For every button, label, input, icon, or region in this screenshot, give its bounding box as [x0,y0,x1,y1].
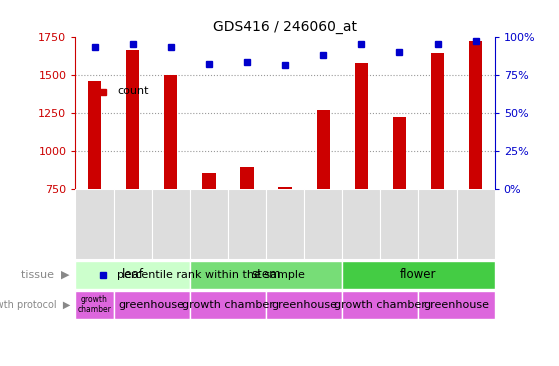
Bar [126,50,139,189]
Text: flower: flower [400,268,437,281]
Bar [88,82,101,189]
Text: growth chamber: growth chamber [182,300,274,310]
Text: greenhouse: greenhouse [424,300,490,310]
Bar [164,75,177,189]
FancyBboxPatch shape [457,189,495,259]
Bar [354,63,368,189]
FancyBboxPatch shape [190,291,266,319]
Text: percentile rank within the sample: percentile rank within the sample [117,269,305,280]
FancyBboxPatch shape [342,261,495,289]
FancyBboxPatch shape [266,291,342,319]
FancyBboxPatch shape [266,189,304,259]
FancyBboxPatch shape [304,189,342,259]
FancyBboxPatch shape [113,291,190,319]
Bar [202,173,216,189]
FancyBboxPatch shape [75,261,190,289]
Title: GDS416 / 246060_at: GDS416 / 246060_at [213,20,357,34]
Text: growth chamber: growth chamber [334,300,427,310]
Text: tissue  ▶: tissue ▶ [21,270,70,280]
Text: greenhouse: greenhouse [119,300,184,310]
Bar [240,167,254,189]
Text: stem: stem [251,268,281,281]
FancyBboxPatch shape [228,189,266,259]
FancyBboxPatch shape [342,189,380,259]
FancyBboxPatch shape [190,189,228,259]
FancyBboxPatch shape [75,291,113,319]
Text: count: count [117,86,149,97]
Bar [469,41,482,189]
FancyBboxPatch shape [113,189,151,259]
Bar [316,111,330,189]
Text: leaf: leaf [122,268,144,281]
FancyBboxPatch shape [75,189,113,259]
Text: growth
chamber: growth chamber [78,295,111,314]
FancyBboxPatch shape [342,291,419,319]
Bar [278,187,292,189]
FancyBboxPatch shape [380,189,419,259]
Bar [431,53,444,189]
Bar [393,117,406,189]
FancyBboxPatch shape [190,261,342,289]
FancyBboxPatch shape [419,189,457,259]
Text: growth protocol  ▶: growth protocol ▶ [0,300,70,310]
FancyBboxPatch shape [419,291,495,319]
FancyBboxPatch shape [151,189,190,259]
Text: greenhouse: greenhouse [271,300,337,310]
